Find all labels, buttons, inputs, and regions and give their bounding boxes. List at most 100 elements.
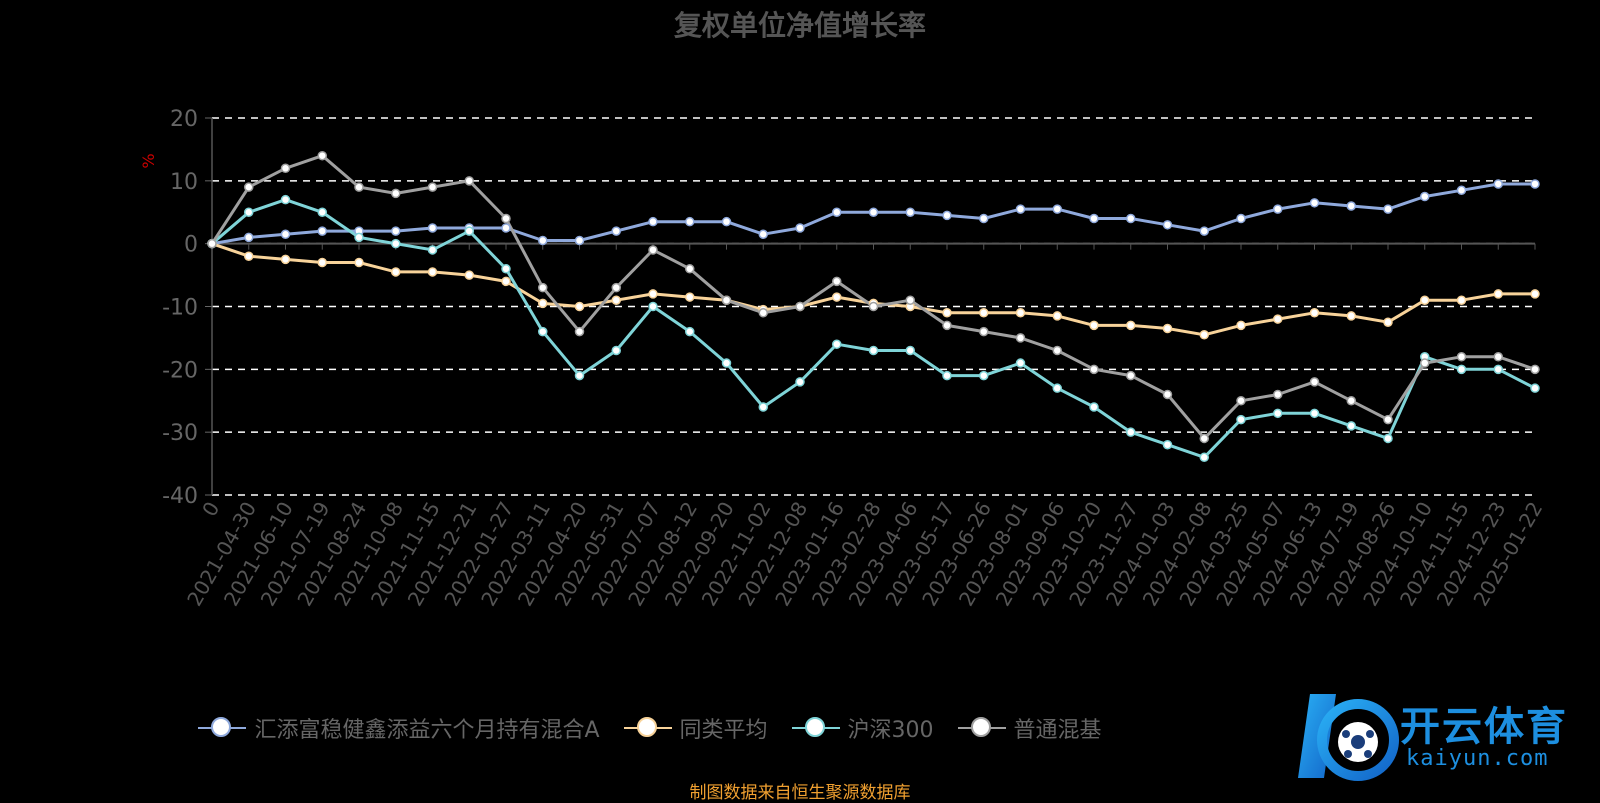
series-point-3: [1346, 396, 1356, 406]
series-point-2: [942, 370, 952, 381]
series-point-1: [1052, 311, 1062, 321]
series-point-2: [317, 207, 327, 217]
legend-swatch-icon: [791, 716, 840, 740]
series-point-0: [942, 210, 952, 221]
series-point-1: [648, 289, 658, 299]
series-point-3: [1273, 389, 1283, 400]
series-point-0: [1493, 179, 1503, 189]
series-point-1: [1126, 320, 1136, 331]
series-point-3: [464, 176, 474, 186]
series-point-3: [1309, 377, 1320, 387]
legend-swatch-icon: [198, 716, 247, 740]
y-tick-label: -40: [162, 484, 198, 509]
series-point-1: [1199, 330, 1209, 340]
series-point-1: [685, 292, 695, 302]
series-point-2: [391, 238, 401, 249]
series-point-1: [1162, 323, 1173, 334]
line-chart: 20100-10-20-30-4002021-04-302021-06-1020…: [139, 107, 1547, 610]
series-line-2: [211, 198, 1536, 459]
series-point-3: [1089, 364, 1099, 375]
legend-item-1[interactable]: 同类平均: [623, 712, 768, 744]
series-point-3: [758, 308, 768, 318]
series-point-2: [1309, 408, 1320, 419]
series-point-1: [1015, 308, 1026, 318]
series-point-3: [1162, 389, 1173, 400]
series-point-2: [1346, 421, 1356, 431]
series-point-2: [1126, 427, 1136, 437]
series-point-2: [1273, 408, 1283, 419]
series-point-2: [464, 226, 474, 236]
series-point-3: [538, 282, 548, 293]
series-point-3: [244, 182, 254, 192]
series-point-3: [1236, 396, 1246, 406]
series-point-3: [1126, 370, 1136, 381]
series-point-0: [501, 223, 511, 233]
series-point-0: [648, 216, 658, 227]
series-point-1: [354, 257, 364, 268]
series-point-0: [905, 207, 915, 217]
series-point-2: [427, 245, 438, 255]
legend-item-2[interactable]: 沪深300: [791, 712, 934, 744]
series-point-0: [795, 223, 805, 233]
series-point-0: [1015, 204, 1026, 214]
legend-item-3[interactable]: 普通混基: [957, 712, 1102, 744]
watermark-text: 开云体育: [1400, 704, 1568, 750]
series-point-2: [611, 345, 621, 356]
series-point-0: [685, 216, 695, 227]
series-point-3: [354, 182, 364, 192]
series-point-3: [574, 326, 585, 337]
series-point-2: [905, 345, 915, 356]
legend: 汇添富稳健鑫添益六个月持有混合A 同类平均 沪深300 普通混基: [0, 712, 1300, 744]
series-point-0: [758, 229, 768, 239]
series-point-2: [1383, 433, 1393, 444]
series-point-0: [1456, 185, 1467, 196]
series-point-1: [501, 276, 511, 287]
series-point-1: [317, 257, 327, 268]
legend-swatch-icon: [623, 716, 672, 740]
series-point-2: [1493, 364, 1503, 375]
series-point-1: [1493, 289, 1503, 299]
series-point-0: [427, 223, 438, 233]
series-point-2: [1015, 358, 1026, 368]
series-point-0: [1346, 201, 1356, 211]
series-point-2: [538, 326, 548, 337]
series-point-2: [354, 232, 364, 243]
series-point-3: [979, 326, 989, 337]
legend-item-0[interactable]: 汇添富稳健鑫添益六个月持有混合A: [198, 712, 600, 744]
series-point-2: [832, 339, 842, 349]
series-point-1: [1089, 320, 1099, 331]
series-point-3: [1493, 352, 1503, 362]
series-point-3: [1530, 364, 1540, 375]
series-point-1: [1273, 314, 1283, 324]
series-point-2: [1456, 364, 1467, 375]
series-point-3: [1383, 414, 1393, 425]
kaiyun-logo-icon: [1298, 694, 1399, 781]
series-point-0: [832, 207, 842, 217]
series-point-1: [1530, 289, 1540, 299]
series-point-3: [942, 320, 952, 331]
series-point-2: [1236, 414, 1246, 425]
series-point-0: [574, 235, 585, 246]
series-point-0: [1199, 226, 1209, 236]
series-point-2: [574, 370, 585, 381]
series-point-3: [427, 182, 438, 192]
series-point-2: [1162, 439, 1173, 450]
series-point-3: [501, 213, 511, 224]
series-point-1: [1309, 308, 1320, 318]
series-point-2: [979, 370, 989, 381]
series-layer: [207, 150, 1540, 463]
series-point-2: [244, 207, 254, 217]
series-point-1: [1346, 311, 1356, 321]
y-tick-label: -30: [162, 421, 198, 446]
series-point-3: [1199, 433, 1209, 444]
series-point-0: [1383, 204, 1393, 214]
series-point-2: [868, 345, 879, 356]
series-point-0: [1236, 213, 1246, 224]
series-point-3: [795, 301, 805, 312]
chart-title: 复权单位净值增长率: [673, 9, 926, 42]
y-tick-label: 10: [170, 170, 198, 195]
series-point-1: [244, 251, 254, 261]
series-point-3: [1456, 352, 1467, 362]
series-point-2: [795, 377, 805, 387]
series-point-2: [1089, 402, 1099, 412]
